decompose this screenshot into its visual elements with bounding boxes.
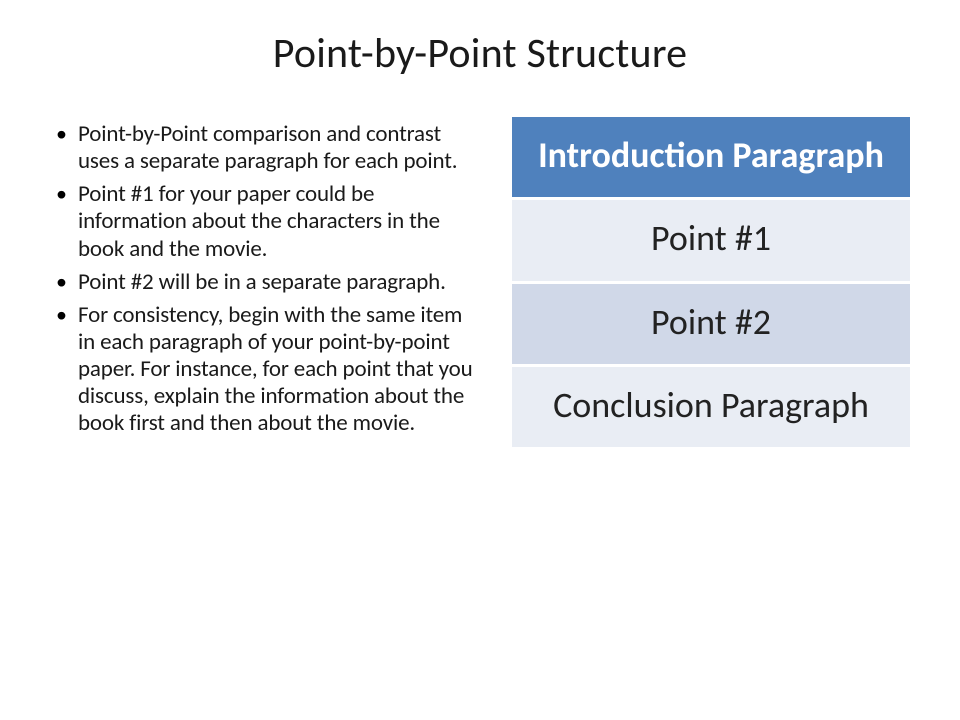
table-row: Point #2: [512, 282, 910, 365]
bullet-item: Point #2 will be in a separate paragraph…: [50, 269, 482, 296]
bullet-list: Point-by-Point comparison and contrast u…: [50, 121, 482, 437]
bullet-item: For consistency, begin with the same ite…: [50, 302, 482, 438]
table-cell-point2: Point #2: [512, 282, 910, 365]
table-row: Introduction Paragraph: [512, 117, 910, 199]
table-column: Introduction Paragraph Point #1 Point #2…: [512, 117, 910, 450]
bullets-column: Point-by-Point comparison and contrast u…: [50, 117, 482, 450]
structure-table: Introduction Paragraph Point #1 Point #2…: [512, 117, 910, 450]
table-cell-intro: Introduction Paragraph: [512, 117, 910, 199]
slide-title: Point-by-Point Structure: [50, 28, 910, 79]
bullet-item: Point-by-Point comparison and contrast u…: [50, 121, 482, 175]
table-row: Conclusion Paragraph: [512, 365, 910, 448]
table-cell-conclusion: Conclusion Paragraph: [512, 365, 910, 448]
table-cell-point1: Point #1: [512, 199, 910, 282]
bullet-item: Point #1 for your paper could be informa…: [50, 181, 482, 262]
slide: Point-by-Point Structure Point-by-Point …: [0, 0, 960, 720]
content-area: Point-by-Point comparison and contrast u…: [50, 117, 910, 450]
table-row: Point #1: [512, 199, 910, 282]
